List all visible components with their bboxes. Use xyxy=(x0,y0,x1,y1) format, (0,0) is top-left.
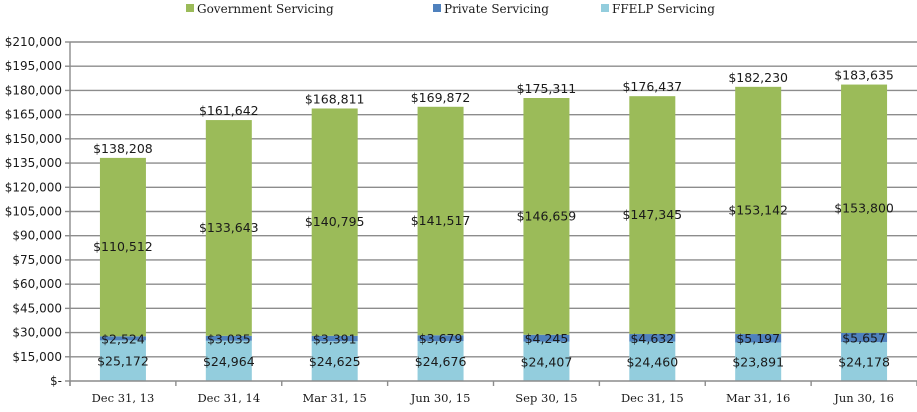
data-label-ffelp-servicing: $24,460 xyxy=(626,354,678,369)
bar-private-servicing xyxy=(417,335,464,342)
data-label-government-servicing: $141,517 xyxy=(411,213,471,228)
data-label-private-servicing: $3,679 xyxy=(419,331,463,346)
x-axis-labels: Dec 31, 13 Dec 31, 14 Mar 31, 15 Jun 30, 15… xyxy=(92,391,894,405)
bars xyxy=(99,84,888,381)
y-tick-label: $120,000 xyxy=(5,180,62,194)
data-label-private-servicing: $5,657 xyxy=(842,330,886,345)
x-tick-label: Dec 31, 14 xyxy=(197,391,260,405)
data-label-ffelp-servicing: $24,407 xyxy=(521,354,573,369)
bar-government-servicing xyxy=(311,108,358,336)
bar-government-servicing xyxy=(205,120,252,336)
legend-item-government-servicing: Government Servicing xyxy=(186,2,334,16)
axes xyxy=(69,42,917,386)
legend-label: Private Servicing xyxy=(444,2,549,16)
y-tick-label: $90,000 xyxy=(12,229,62,243)
legend-swatch xyxy=(433,4,441,12)
data-label-government-servicing: $153,800 xyxy=(834,201,894,216)
data-label-total: $161,642 xyxy=(199,103,259,118)
bar-ffelp-servicing xyxy=(841,341,888,381)
x-tick-label: Mar 31, 15 xyxy=(303,391,367,405)
legend-item-ffelp-servicing: FFELP Servicing xyxy=(601,2,715,16)
data-label-government-servicing: $146,659 xyxy=(517,208,577,223)
bar-private-servicing xyxy=(523,334,570,342)
data-label-private-servicing: $3,035 xyxy=(207,331,251,346)
legend-swatch xyxy=(601,4,609,12)
bar-government-servicing xyxy=(523,97,570,335)
bar-government-servicing xyxy=(417,106,464,336)
data-label-total: $176,437 xyxy=(622,79,682,94)
y-tick-label: $210,000 xyxy=(5,35,62,49)
bar-private-servicing xyxy=(841,332,888,342)
bar-government-servicing xyxy=(629,96,676,335)
bar-private-servicing xyxy=(735,334,782,343)
y-tick-label: $150,000 xyxy=(5,132,62,146)
data-label-ffelp-servicing: $23,891 xyxy=(732,355,784,370)
x-tick-label: Mar 31, 16 xyxy=(726,391,790,405)
data-label-ffelp-servicing: $24,178 xyxy=(838,354,890,369)
x-tick-label: Sep 30, 15 xyxy=(515,391,577,405)
data-label-private-servicing: $4,245 xyxy=(525,331,569,346)
data-labels: $25,172 $2,524 $110,512 $138,208 $24,964 $3,0… xyxy=(93,68,894,370)
bar-ffelp-servicing xyxy=(311,341,358,381)
data-label-total: $175,311 xyxy=(517,81,577,96)
y-tick-label: $135,000 xyxy=(5,156,62,170)
y-tick-label: $45,000 xyxy=(12,301,62,315)
x-tick-label: Jun 30, 15 xyxy=(410,391,471,405)
legend-swatch xyxy=(186,4,194,12)
x-tick-label: Dec 31, 15 xyxy=(621,391,684,405)
x-tick-label: Dec 31, 13 xyxy=(92,391,155,405)
data-label-private-servicing: $2,524 xyxy=(101,331,145,346)
y-tick-label: $60,000 xyxy=(12,277,62,291)
data-label-total: $182,230 xyxy=(728,70,788,85)
bar-government-servicing xyxy=(735,86,782,335)
data-label-government-servicing: $110,512 xyxy=(93,239,153,254)
bar-private-servicing xyxy=(205,335,252,341)
y-tick-label: $30,000 xyxy=(12,326,62,340)
data-label-government-servicing: $147,345 xyxy=(622,207,682,222)
bar-ffelp-servicing xyxy=(205,340,252,381)
legend: Government Servicing Private Servicing FFE… xyxy=(186,2,715,16)
legend-item-private-servicing: Private Servicing xyxy=(433,2,549,16)
data-label-ffelp-servicing: $24,625 xyxy=(309,354,361,369)
data-label-total: $138,208 xyxy=(93,141,153,156)
bar-private-servicing xyxy=(629,334,676,342)
y-tick-label: $75,000 xyxy=(12,253,62,267)
bar-ffelp-servicing xyxy=(417,341,464,381)
legend-label: Government Servicing xyxy=(197,2,334,16)
bar-ffelp-servicing xyxy=(735,342,782,381)
y-tick-label: $105,000 xyxy=(5,205,62,219)
y-tick-label: $180,000 xyxy=(5,83,62,97)
bar-ffelp-servicing xyxy=(523,341,570,381)
x-tick-label: Jun 30, 16 xyxy=(833,391,894,405)
gridlines xyxy=(70,41,917,358)
data-label-private-servicing: $4,632 xyxy=(630,331,674,346)
data-label-total: $183,635 xyxy=(834,68,894,83)
y-tick-label: $15,000 xyxy=(12,350,62,364)
y-tick-label: $- xyxy=(50,374,62,388)
data-label-government-servicing: $153,142 xyxy=(728,202,788,217)
data-label-total: $168,811 xyxy=(305,91,365,106)
y-tick-label: $165,000 xyxy=(5,108,62,122)
bar-private-servicing xyxy=(311,335,358,342)
bar-government-servicing xyxy=(99,157,146,337)
bar-ffelp-servicing xyxy=(99,340,146,381)
data-label-ffelp-servicing: $24,676 xyxy=(415,354,467,369)
data-label-government-servicing: $140,795 xyxy=(305,214,365,229)
data-label-government-servicing: $133,643 xyxy=(199,220,259,235)
data-label-ffelp-servicing: $25,172 xyxy=(97,354,149,369)
bar-private-servicing xyxy=(99,336,146,341)
legend-label: FFELP Servicing xyxy=(612,2,715,16)
bar-government-servicing xyxy=(841,84,888,333)
bar-ffelp-servicing xyxy=(629,341,676,381)
data-label-ffelp-servicing: $24,964 xyxy=(203,354,255,369)
data-label-private-servicing: $3,391 xyxy=(313,332,357,347)
data-label-total: $169,872 xyxy=(411,90,471,105)
y-tick-label: $195,000 xyxy=(5,59,62,73)
y-axis-ticks: $- $15,000 $30,000 $45,000 $60,000 $75,000 $90… xyxy=(5,35,70,388)
data-label-private-servicing: $5,197 xyxy=(736,331,780,346)
